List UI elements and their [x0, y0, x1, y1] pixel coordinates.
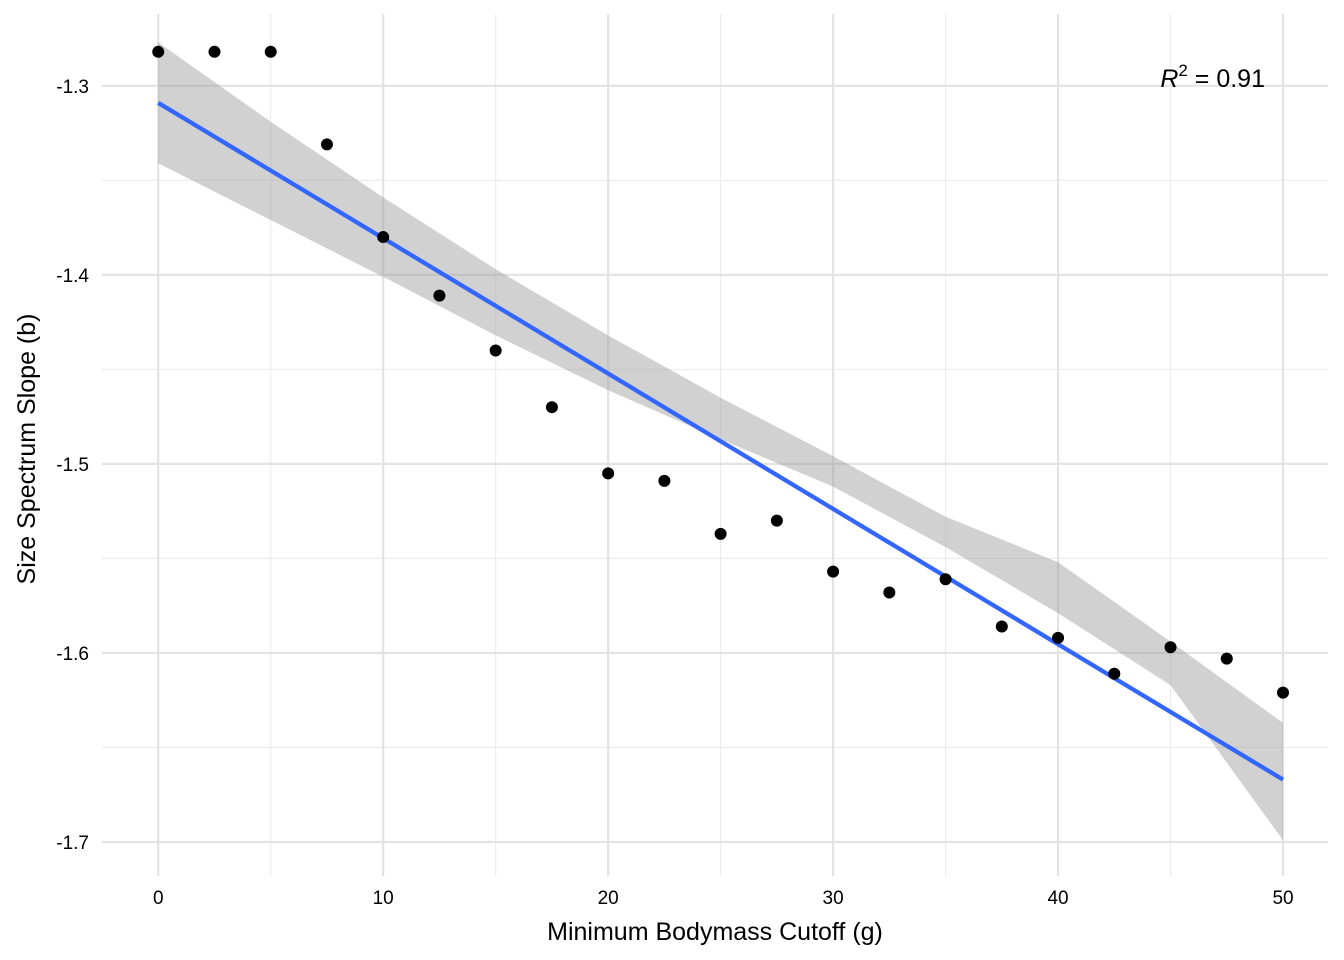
y-tick-label: -1.6	[56, 644, 89, 665]
x-tick-label: 50	[1272, 888, 1293, 909]
data-point	[1052, 631, 1065, 644]
data-point	[208, 45, 221, 58]
x-tick-label: 40	[1047, 888, 1068, 909]
y-tick-label: -1.5	[56, 455, 89, 476]
y-tick-label: -1.7	[56, 833, 89, 854]
data-point	[714, 527, 727, 540]
data-point	[602, 467, 615, 480]
data-point	[995, 620, 1008, 633]
data-point	[1277, 686, 1290, 699]
r-squared-annotation: R2 = 0.91	[1160, 61, 1265, 93]
data-point	[264, 45, 277, 58]
confidence-band	[158, 42, 1284, 841]
data-points	[152, 45, 1290, 699]
r2-value: = 0.91	[1188, 65, 1265, 93]
x-tick-label: 10	[373, 888, 394, 909]
data-point	[489, 344, 502, 357]
data-point	[1164, 641, 1177, 654]
data-point	[152, 45, 165, 58]
x-tick-label: 30	[823, 888, 844, 909]
data-point	[939, 573, 952, 586]
data-point	[545, 401, 558, 414]
y-axis-title: Size Spectrum Slope (b)	[13, 314, 41, 585]
data-point	[658, 474, 671, 487]
y-tick-label: -1.4	[56, 266, 89, 287]
x-tick-label: 20	[598, 888, 619, 909]
x-tick-labels: 0 10 20 30 40 50	[153, 888, 1294, 909]
r2-letter: R	[1160, 65, 1178, 93]
data-point	[1220, 652, 1233, 665]
data-point	[770, 514, 783, 527]
y-tick-label: -1.3	[56, 77, 89, 98]
data-point	[433, 289, 446, 302]
data-point	[377, 231, 390, 244]
data-point	[320, 138, 333, 151]
x-tick-label: 0	[153, 888, 164, 909]
r2-exponent: 2	[1178, 61, 1187, 80]
x-axis-title: Minimum Bodymass Cutoff (g)	[547, 918, 883, 946]
regression-line	[157, 101, 1285, 782]
grid	[102, 14, 1328, 876]
data-point	[883, 586, 896, 599]
data-point	[827, 565, 840, 578]
data-point	[1108, 667, 1121, 680]
y-tick-labels: -1.7 -1.6 -1.5 -1.4 -1.3	[56, 77, 89, 854]
